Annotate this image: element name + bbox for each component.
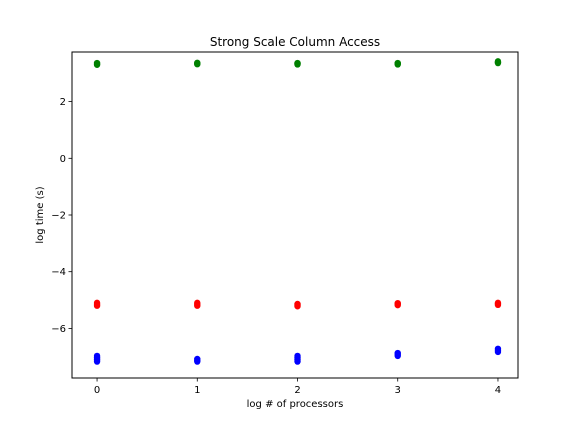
data-points bbox=[93, 58, 502, 365]
y-axis-ticks: −6 −4 −2 0 2 bbox=[51, 97, 72, 335]
data-point bbox=[394, 349, 401, 357]
y-tick-label: −4 bbox=[51, 267, 66, 278]
data-point bbox=[194, 355, 201, 363]
data-point bbox=[394, 59, 401, 67]
data-point bbox=[494, 58, 502, 65]
plot-area-frame bbox=[71, 51, 519, 379]
x-axis-ticks: 0 1 2 3 4 bbox=[94, 378, 501, 396]
x-tick-label: 3 bbox=[395, 385, 401, 396]
y-tick-label: −6 bbox=[51, 324, 66, 335]
y-tick-label: 0 bbox=[60, 154, 66, 165]
data-point bbox=[93, 299, 101, 307]
data-point bbox=[93, 352, 101, 360]
data-point bbox=[93, 59, 101, 67]
y-axis-label: log time (s) bbox=[35, 186, 46, 243]
data-point bbox=[294, 300, 301, 308]
x-axis-label: log # of processors bbox=[247, 399, 344, 410]
x-tick-label: 0 bbox=[94, 385, 100, 396]
chart-title: Strong Scale Column Access bbox=[210, 35, 380, 49]
data-point bbox=[294, 352, 301, 360]
y-tick-label: 2 bbox=[60, 97, 66, 108]
data-point bbox=[194, 299, 201, 307]
y-tick-label: −2 bbox=[51, 211, 66, 222]
data-point bbox=[494, 345, 502, 352]
x-tick-label: 1 bbox=[194, 385, 200, 396]
x-tick-label: 2 bbox=[294, 385, 300, 396]
data-point bbox=[194, 59, 201, 66]
x-tick-label: 4 bbox=[495, 385, 501, 396]
data-point bbox=[394, 299, 401, 307]
data-point bbox=[494, 299, 502, 307]
data-point bbox=[294, 59, 301, 67]
